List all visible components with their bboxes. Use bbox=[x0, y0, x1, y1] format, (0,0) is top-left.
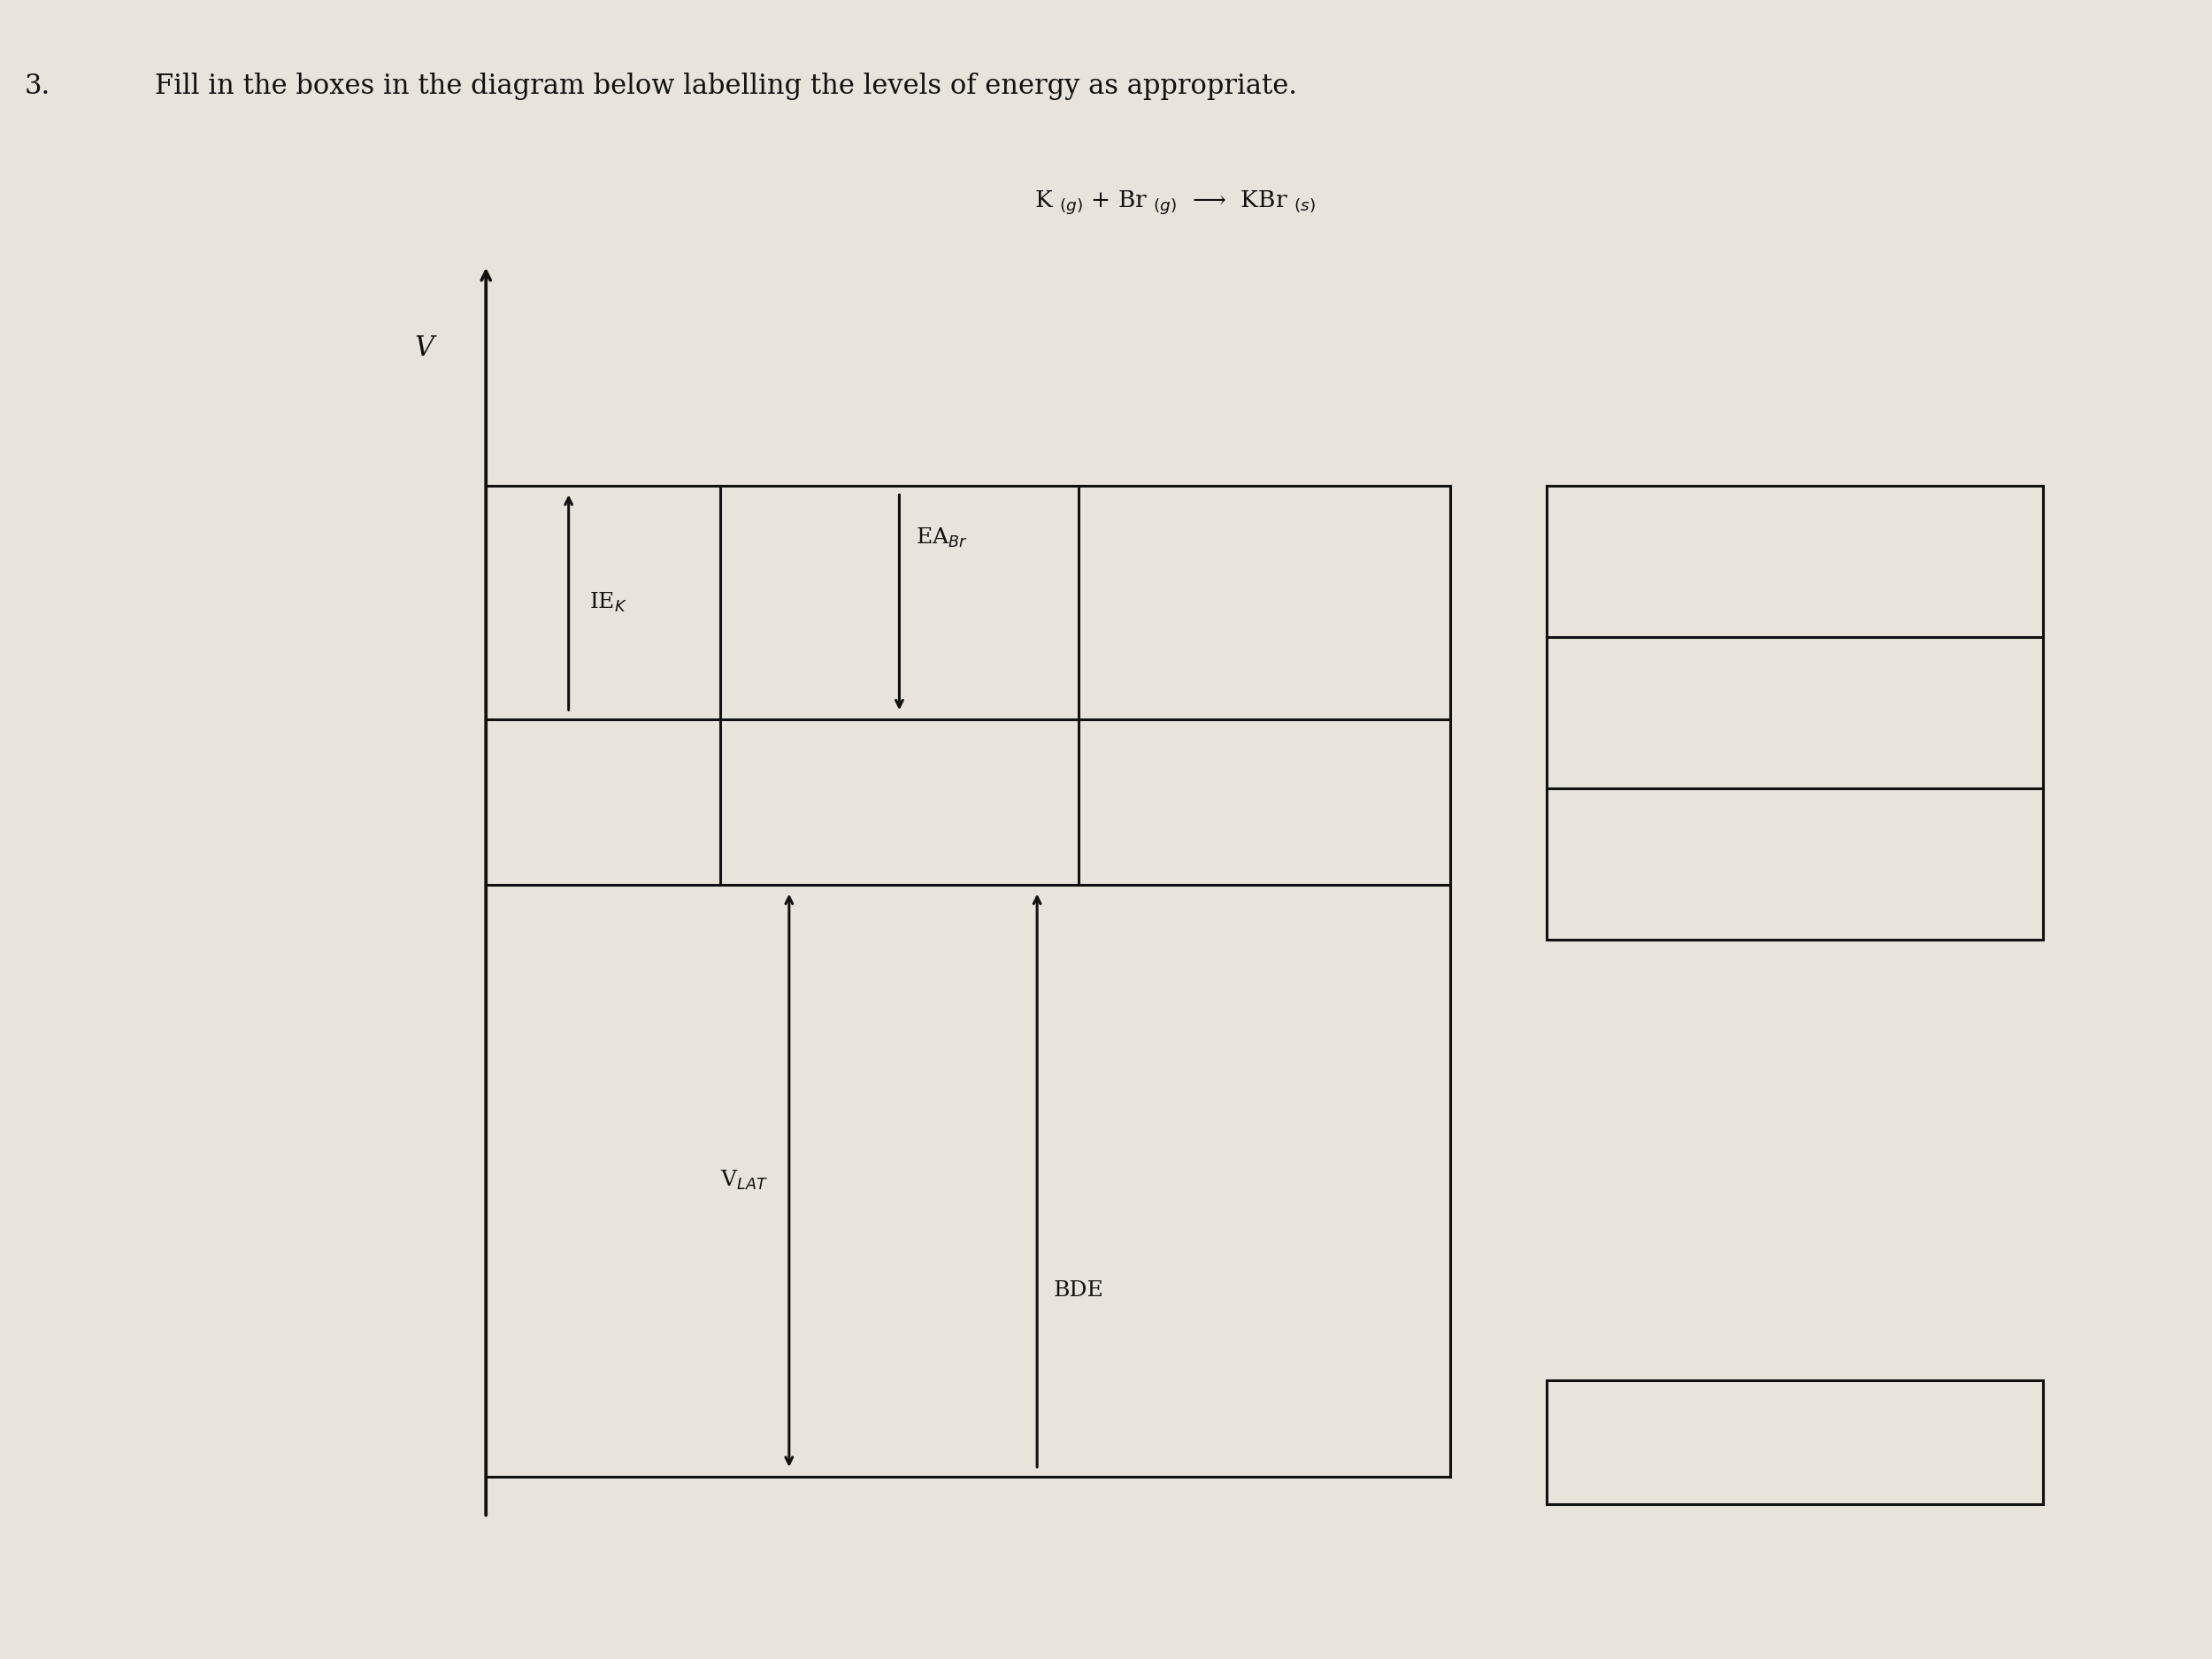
Bar bbox=[1546, 486, 2044, 637]
Text: K $_{(g)}$ + Br $_{(g)}$  ⟶  KBr $_{(s)}$: K $_{(g)}$ + Br $_{(g)}$ ⟶ KBr $_{(s)}$ bbox=[1035, 189, 1316, 217]
Bar bbox=[1546, 1380, 2044, 1505]
Text: 3.: 3. bbox=[24, 73, 51, 100]
Bar bbox=[1546, 637, 2044, 788]
Text: IE$_{K}$: IE$_{K}$ bbox=[588, 591, 628, 614]
Text: V$_{LAT}$: V$_{LAT}$ bbox=[721, 1170, 768, 1193]
Text: V: V bbox=[414, 333, 434, 362]
Text: BDE: BDE bbox=[1053, 1281, 1104, 1301]
Text: Fill in the boxes in the diagram below labelling the levels of energy as appropr: Fill in the boxes in the diagram below l… bbox=[155, 73, 1298, 100]
Text: EA$_{Br}$: EA$_{Br}$ bbox=[916, 526, 969, 549]
Bar bbox=[1546, 788, 2044, 939]
